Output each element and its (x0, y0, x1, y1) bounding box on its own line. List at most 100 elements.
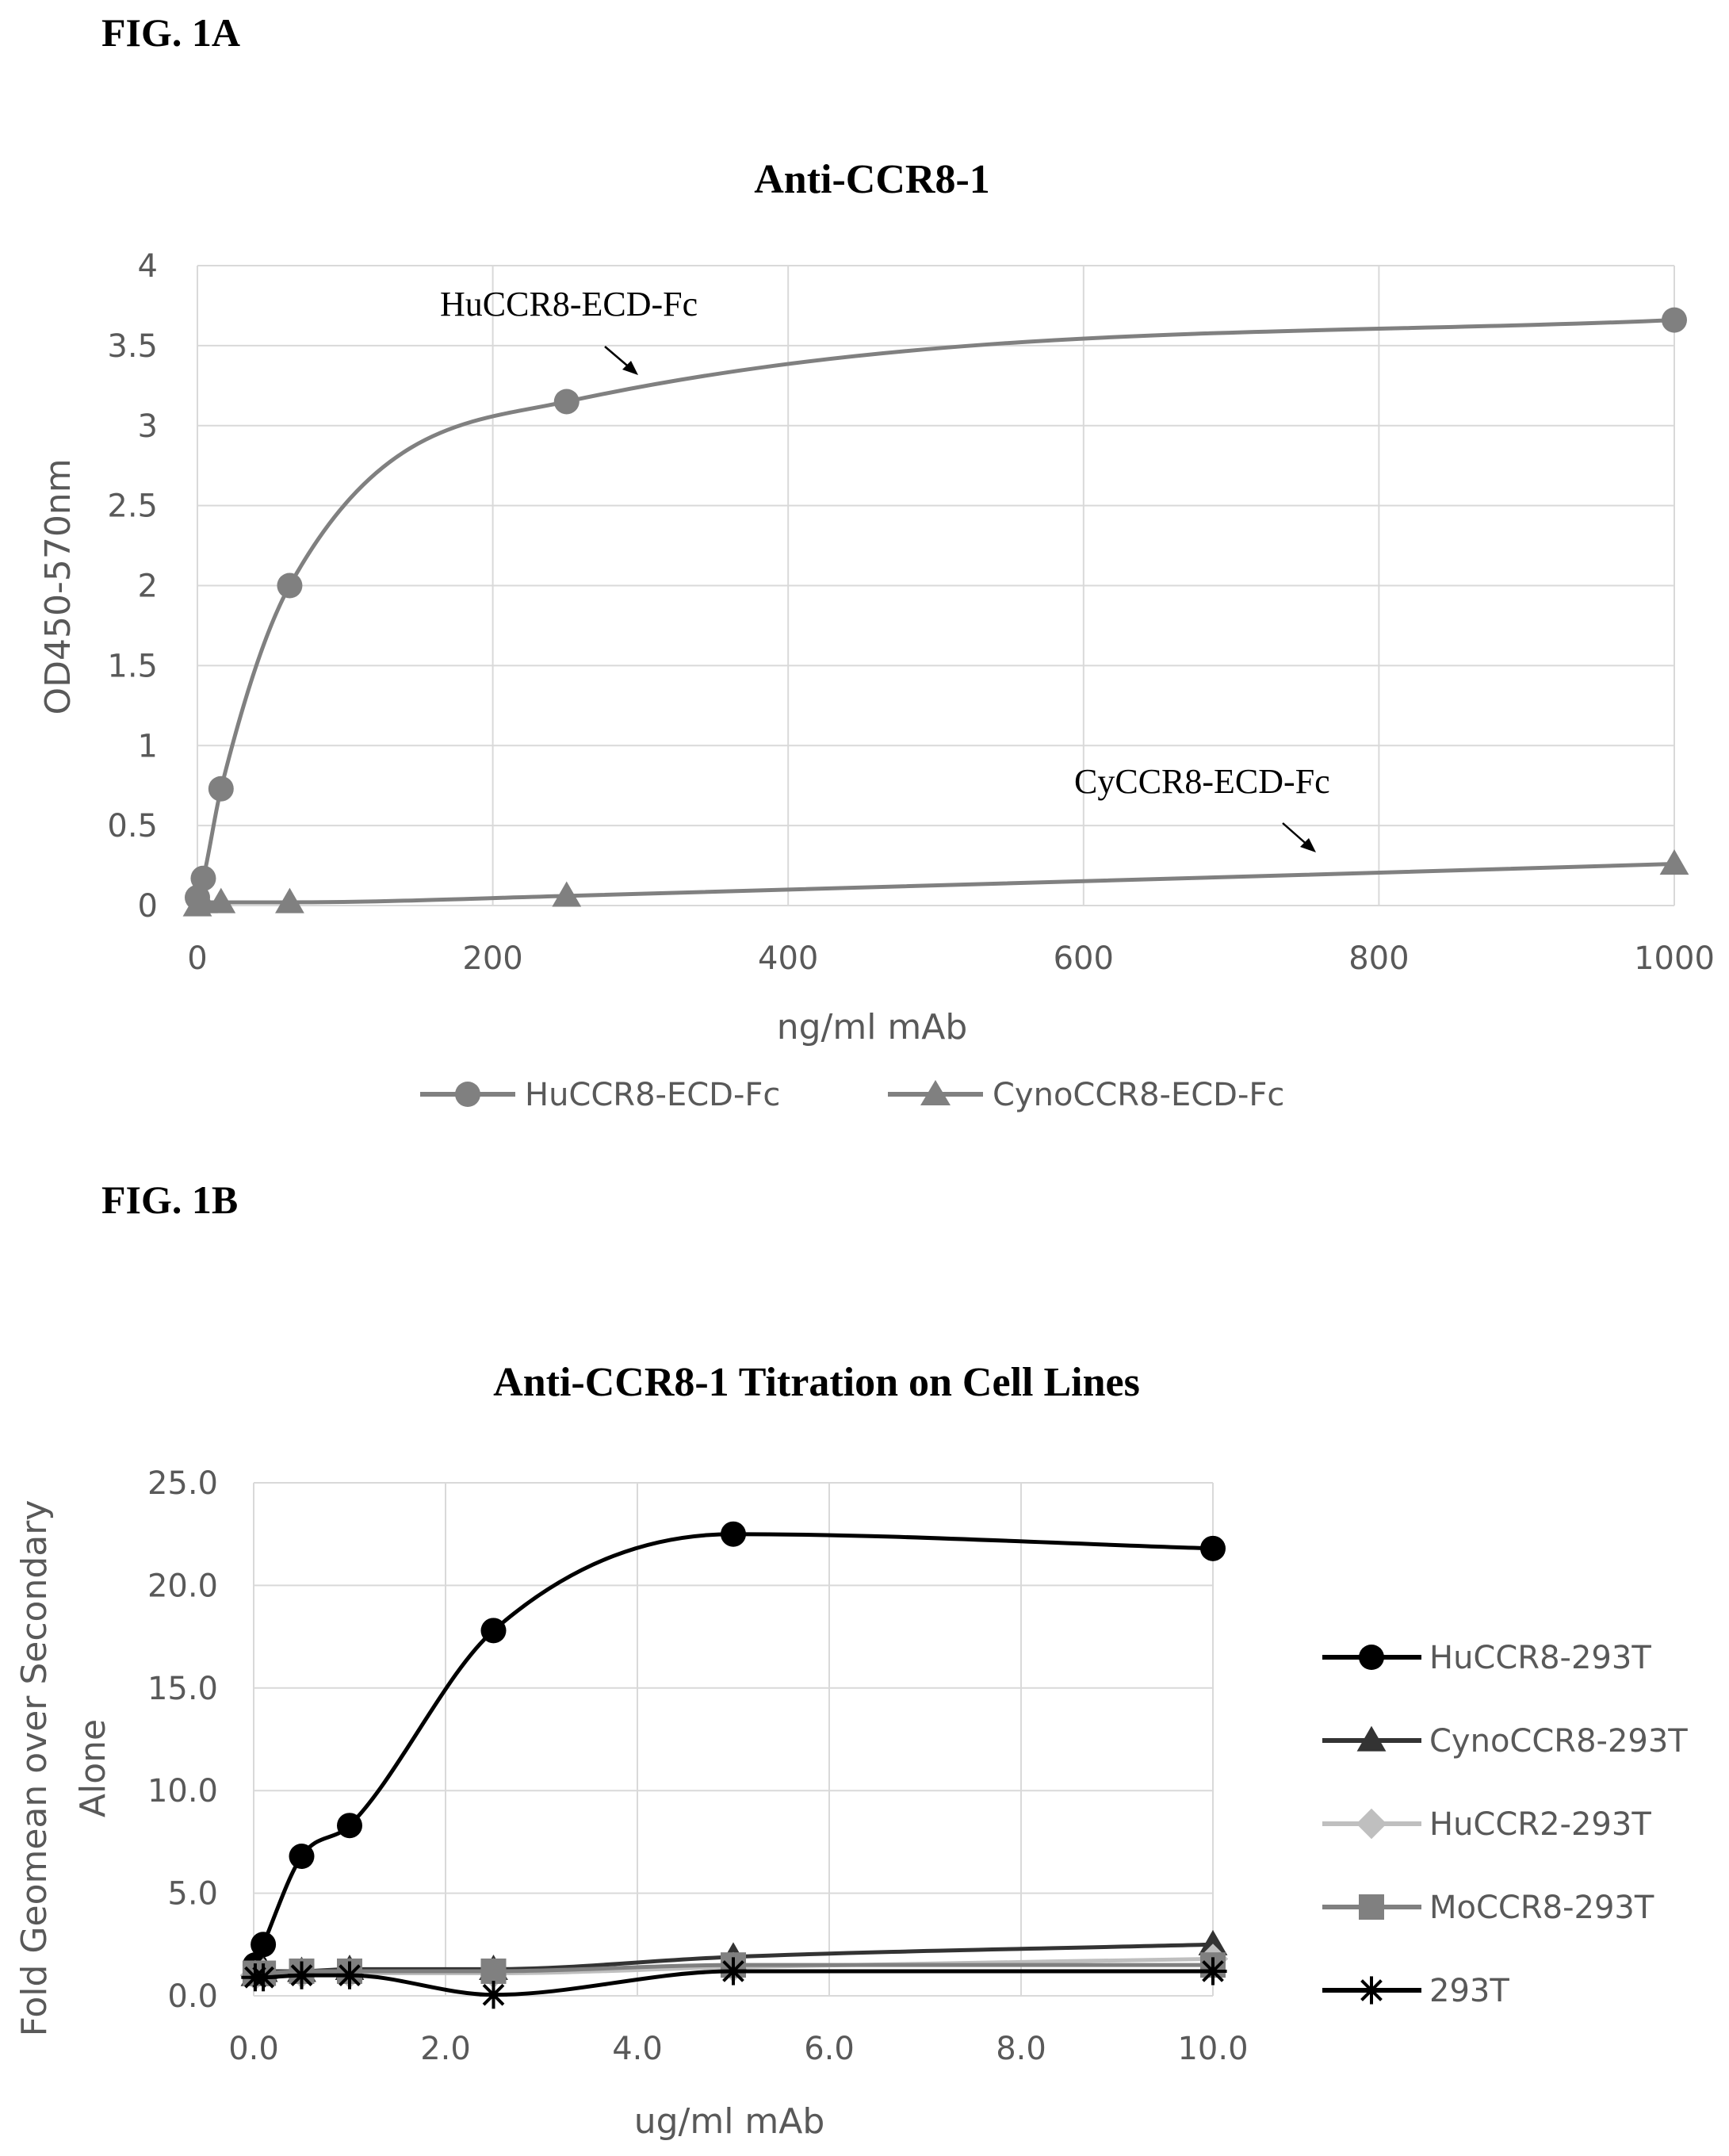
x-tick-label: 6.0 (804, 2031, 855, 2067)
series-huccr8-ecd-fc (185, 307, 1687, 910)
legend-label-cynoccr8-ecd-fc: CynoCCR8-ECD-Fc (993, 1077, 1284, 1113)
y-tick-label: 0.5 (107, 808, 158, 844)
x-tick-label: 2.0 (420, 2031, 471, 2067)
data-point (289, 1844, 315, 1870)
chart-1b-gridlines (253, 1482, 1214, 1997)
chart-1a-ticks: 0 200 400 600 800 1000 0 0.5 1 1.5 2 2.5 3 3.5 4 (107, 248, 1715, 977)
chart-1b-ylabel-line2: Alone (73, 1719, 113, 1817)
x-tick-label: 10.0 (1177, 2031, 1248, 2067)
annotation-huccr8: HuCCR8-ECD-Fc (440, 285, 698, 324)
series-line (253, 1532, 1214, 1966)
legend-marker (1357, 1976, 1386, 2005)
y-tick-label: 3 (138, 408, 158, 445)
chart-1a-series (182, 307, 1689, 917)
y-tick-label: 1.5 (107, 648, 158, 684)
chart-1b-ylabel-line1: Fold Geomean over Secondary (14, 1500, 55, 2037)
chart-1a-ylabel: OD450-570nm (38, 458, 78, 714)
chart-1b-title: Anti-CCR8-1 Titration on Cell Lines (493, 1360, 1140, 1405)
legend-item-cynoccr8-293t: CynoCCR8-293T (1322, 1723, 1688, 1760)
legend-label: 293T (1429, 1973, 1509, 2009)
data-point (1198, 1929, 1228, 1955)
chart-1b-ticks: 0.0 2.0 4.0 6.0 8.0 10.0 0.0 5.0 10.0 15.0 20.0 25.… (147, 1465, 1249, 2067)
data-point (1662, 307, 1687, 333)
data-point (553, 389, 580, 415)
x-tick-label: 0 (187, 940, 207, 977)
x-tick-label: 400 (758, 940, 818, 977)
series-line (195, 318, 1675, 898)
y-tick-label: 2 (138, 569, 158, 605)
y-tick-label: 10.0 (147, 1773, 218, 1809)
chart-1a-title: Anti-CCR8-1 (754, 157, 990, 202)
x-tick-label: 600 (1054, 940, 1114, 977)
data-point (721, 1521, 746, 1547)
legend-label: MoCCR8-293T (1429, 1890, 1654, 1926)
legend-marker (1356, 1725, 1387, 1752)
annotation-cyccr8-arrow (1282, 822, 1316, 852)
y-tick-label: 25.0 (147, 1465, 218, 1502)
data-point (251, 1932, 277, 1958)
y-tick-label: 2.5 (107, 488, 158, 525)
legend-label-huccr8-ecd-fc: HuCCR8-ECD-Fc (525, 1077, 780, 1113)
legend-item-cynoccr8-ecd-fc: CynoCCR8-ECD-Fc (888, 1077, 1284, 1113)
data-point (552, 881, 582, 907)
y-tick-label: 15.0 (147, 1671, 218, 1707)
series-cynoccr8-ecd-fc (182, 849, 1689, 917)
series-line (196, 862, 1675, 908)
series-huccr8-293t (242, 1521, 1226, 1978)
x-tick-label: 200 (462, 940, 522, 977)
figure-1a-label: FIG. 1A (101, 10, 240, 55)
y-tick-label: 5.0 (167, 1876, 218, 1913)
legend-item-moccr8-293t: MoCCR8-293T (1322, 1890, 1654, 1926)
data-point (335, 1961, 364, 1989)
chart-1b-legend: HuCCR8-293T CynoCCR8-293T HuCCR2-293T MoCCR… (1322, 1640, 1688, 2009)
data-point (1659, 849, 1689, 875)
x-tick-label: 1000 (1634, 940, 1715, 977)
data-point (337, 1813, 362, 1839)
legend-label: CynoCCR8-293T (1429, 1723, 1688, 1760)
data-point (249, 1963, 277, 1992)
legend-item-huccr8-ecd-fc: HuCCR8-ECD-Fc (420, 1077, 780, 1113)
legend-marker (1356, 1808, 1387, 1840)
y-tick-label: 1 (138, 728, 158, 764)
x-tick-label: 800 (1348, 940, 1409, 977)
chart-1b-xlabel: ug/ml mAb (634, 2101, 825, 2142)
data-point (1199, 1957, 1227, 1986)
data-point (287, 1961, 316, 1989)
legend-item-huccr2-293t: HuCCR2-293T (1322, 1806, 1651, 1843)
chart-1a-xlabel: ng/ml mAb (777, 1007, 968, 1047)
chart-1b-series (239, 1521, 1229, 2009)
series-293t (241, 1957, 1227, 2009)
chart-1a: Anti-CCR8-1 0 200 400 600 800 1000 0 0.5 1 1.5 2 2.… (38, 157, 1715, 1113)
y-tick-label: 0 (138, 888, 158, 925)
legend-item-293t: 293T (1322, 1973, 1509, 2009)
data-point (480, 1618, 507, 1644)
legend-item-huccr8-293t: HuCCR8-293T (1322, 1640, 1651, 1676)
data-point (277, 573, 303, 599)
legend-label: HuCCR2-293T (1429, 1806, 1651, 1843)
y-tick-label: 20.0 (147, 1568, 218, 1604)
legend-marker (1359, 1894, 1384, 1920)
y-tick-label: 0.0 (167, 1978, 218, 2015)
chart-1a-gridlines (197, 265, 1675, 906)
data-point (206, 887, 236, 913)
annotation-huccr8-arrow (604, 346, 638, 375)
legend-marker (1359, 1645, 1384, 1670)
x-tick-label: 8.0 (996, 2031, 1046, 2067)
y-tick-label: 3.5 (107, 328, 158, 365)
figure-1b-label: FIG. 1B (101, 1178, 238, 1222)
x-tick-label: 0.0 (228, 2031, 279, 2067)
data-point (719, 1957, 748, 1986)
data-point (479, 1981, 508, 2009)
annotation-cyccr8: CyCCR8-ECD-Fc (1074, 762, 1330, 801)
chart-1a-legend: HuCCR8-ECD-Fc CynoCCR8-ECD-Fc (420, 1077, 1284, 1113)
legend-label: HuCCR8-293T (1429, 1640, 1651, 1676)
data-point (480, 1958, 507, 1984)
data-point (275, 887, 304, 913)
data-point (208, 775, 234, 802)
data-point (1200, 1535, 1226, 1561)
data-point (190, 865, 216, 891)
chart-1b: Anti-CCR8-1 Titration on Cell Lines 0.0 2… (14, 1360, 1688, 2142)
y-tick-label: 4 (138, 248, 158, 285)
x-tick-label: 4.0 (612, 2031, 663, 2067)
